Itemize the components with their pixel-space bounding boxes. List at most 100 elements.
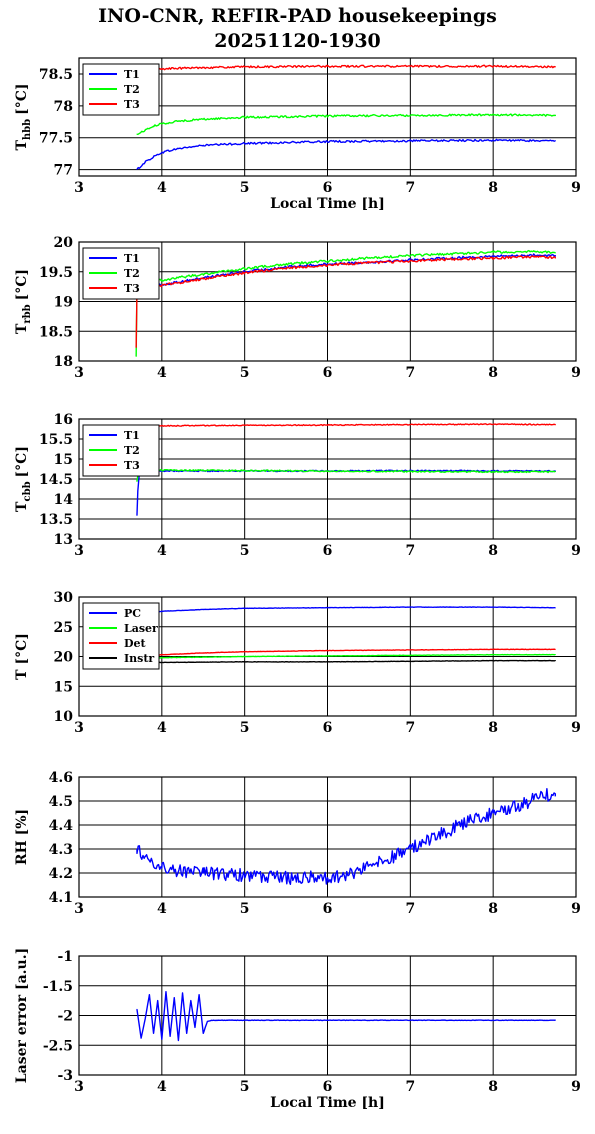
y-tick-label: 19.5 xyxy=(39,265,73,281)
x-tick-label: 8 xyxy=(488,1079,498,1095)
x-tick-label: 6 xyxy=(323,901,333,917)
y-tick-label: -2 xyxy=(57,1009,73,1025)
x-tick-label: 3 xyxy=(74,543,84,559)
legend: T1 T2 T3 xyxy=(82,424,160,477)
x-tick-label: 9 xyxy=(571,543,581,559)
x-tick-label: 4 xyxy=(157,365,167,381)
y-tick-label: 14 xyxy=(54,492,74,508)
y-tick-label: 25 xyxy=(54,620,73,636)
legend-label: T3 xyxy=(124,282,140,295)
y-tick-label: 10 xyxy=(54,709,74,725)
x-tick-label: 5 xyxy=(240,901,250,917)
x-tick-label: 4 xyxy=(157,901,167,917)
y-tick-label: 15 xyxy=(54,452,73,468)
legend-label: T2 xyxy=(124,267,140,280)
x-tick-label: 6 xyxy=(323,543,333,559)
chart-panel-3: 3 4 5 6 7 8 91313.51414.51515.516Tcbb[°C]T1T2T… xyxy=(14,412,581,559)
legend-label: Laser xyxy=(124,622,158,635)
y-tick-label: 4.3 xyxy=(49,842,73,858)
series-line-t1 xyxy=(136,469,556,516)
y-tick-label: 4.5 xyxy=(49,794,73,810)
x-tick-label: 4 xyxy=(157,180,167,196)
x-tick-label: 7 xyxy=(405,543,415,559)
y-tick-label: 30 xyxy=(54,590,74,606)
x-tick-label: 6 xyxy=(323,1079,333,1095)
legend-label: Det xyxy=(124,637,147,650)
y-tick-label: 19 xyxy=(54,295,73,311)
plot-frame xyxy=(78,241,577,362)
x-tick-label: 9 xyxy=(571,901,581,917)
x-tick-label: 8 xyxy=(488,543,498,559)
x-tick-label: 7 xyxy=(405,901,415,917)
x-axis-label: Local Time [h] xyxy=(270,1095,385,1111)
legend-label: T3 xyxy=(124,459,140,472)
x-tick-label: 4 xyxy=(157,1079,167,1095)
series-line-laser xyxy=(136,653,556,660)
x-axis-label: Local Time [h] xyxy=(270,196,385,212)
y-tick-label: 77.5 xyxy=(39,131,73,147)
legend: T1 T2 T3 xyxy=(82,63,160,116)
legend-label: T2 xyxy=(124,444,140,457)
legend-label: T1 xyxy=(124,429,140,442)
y-tick-label: 4.2 xyxy=(49,866,73,882)
x-tick-label: 5 xyxy=(240,720,250,736)
series-line-data xyxy=(136,788,556,886)
x-tick-label: 6 xyxy=(323,180,333,196)
y-tick-label: 16 xyxy=(54,412,73,428)
y-tick-label: 20 xyxy=(54,650,74,666)
series-line-det xyxy=(136,648,556,658)
y-tick-label: -2.5 xyxy=(43,1038,73,1054)
legend-label: Instr xyxy=(124,652,154,665)
x-tick-label: 6 xyxy=(323,365,333,381)
x-tick-label: 8 xyxy=(488,180,498,196)
y-tick-label: 14.5 xyxy=(39,472,73,488)
series-line-t2 xyxy=(136,468,556,482)
series-line-instr xyxy=(136,659,556,664)
y-axis-label: Tcbb[°C] xyxy=(14,446,33,512)
x-tick-label: 3 xyxy=(74,365,84,381)
y-tick-label: 77 xyxy=(54,163,73,179)
y-tick-label: 18.5 xyxy=(39,324,73,340)
x-tick-label: 7 xyxy=(405,365,415,381)
chart-title: INO-CNR, REFIR-PAD housekeepings 2025112… xyxy=(0,4,595,54)
x-tick-label: 5 xyxy=(240,1079,250,1095)
series-line-t1 xyxy=(136,138,556,171)
chart-title-line2: 20251120-1930 xyxy=(214,30,381,52)
chart-title-line1: INO-CNR, REFIR-PAD housekeepings xyxy=(98,5,497,27)
series-line-pc xyxy=(136,606,556,617)
y-tick-label: 13 xyxy=(54,532,73,548)
series-line-data xyxy=(136,991,556,1042)
y-tick-label: 78.5 xyxy=(39,67,73,83)
chart-panel-4: 3 4 5 6 7 8 9 10 15 20 25 30 T [°C] PC Laser Det Instr xyxy=(14,590,581,736)
x-tick-label: 5 xyxy=(240,180,250,196)
plot-frame xyxy=(78,955,577,1076)
y-tick-label: 20 xyxy=(54,235,74,251)
plot-frame xyxy=(78,596,577,717)
x-tick-label: 3 xyxy=(74,720,84,736)
x-tick-label: 8 xyxy=(488,720,498,736)
x-tick-label: 4 xyxy=(157,543,167,559)
x-tick-label: 3 xyxy=(74,1079,84,1095)
legend-label: T2 xyxy=(124,83,140,96)
x-tick-label: 9 xyxy=(571,365,581,381)
y-tick-label: 15.5 xyxy=(39,432,73,448)
series-line-t3 xyxy=(136,423,556,427)
y-tick-label: 13.5 xyxy=(39,512,73,528)
y-axis-label: RH [%] xyxy=(14,809,30,865)
chart-panel-6: 3 4 5 6 7 8 9 -3 -2.5 -2 -1.5 -1 Local Time [h] Laser… xyxy=(14,948,581,1111)
y-tick-label: 4.4 xyxy=(49,818,74,834)
plot-frame xyxy=(78,776,577,898)
series-line-t2 xyxy=(135,249,556,357)
legend: T1 T2 T3 xyxy=(82,247,160,300)
x-tick-label: 9 xyxy=(571,720,581,736)
chart-panel-2: 3 4 5 6 7 8 9 18 18.5 19 19.5 20 Trbb[°C] T1 T2 T3 xyxy=(14,235,581,381)
y-tick-label: -1 xyxy=(57,949,73,965)
y-axis-label: Laser error [a.u.] xyxy=(14,948,30,1083)
x-tick-label: 4 xyxy=(157,720,167,736)
series-line-t3 xyxy=(136,64,556,77)
x-tick-label: 8 xyxy=(488,901,498,917)
series-line-t3 xyxy=(135,255,556,348)
y-tick-label: 15 xyxy=(54,679,73,695)
